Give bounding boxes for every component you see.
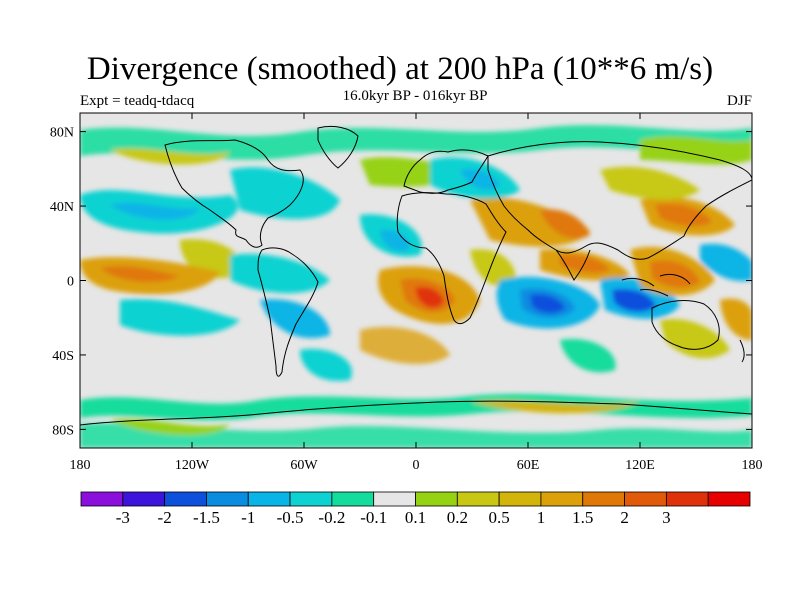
latitude-axis-labels: 80N 40N 0 40S 80S [50,126,74,439]
colorbar-swatch-6 [331,491,375,507]
colorbar-label-7: 0.1 [405,508,426,527]
colorbar-swatch-8 [415,491,458,507]
experiment-label: Expt = teadq-tdacq [80,93,195,109]
lon-label-2: 60W [290,458,318,473]
lon-label-3: 0 [413,458,420,473]
colorbar-label-10: 1 [537,508,546,527]
map-panel [79,112,753,449]
colorbar-label-0: -3 [116,508,130,527]
colorbar-label-3: -1 [241,508,255,527]
colorbar-label-6: -0.1 [360,508,387,527]
colorbar-swatch-7 [373,491,416,507]
colorbar-swatch-14 [665,491,709,507]
colorbar-label-9: 0.5 [489,508,510,527]
colorbar-label-1: -2 [158,508,172,527]
colorbar-swatch-11 [540,491,584,507]
colorbar-swatch-5 [289,491,333,507]
colorbar-label-4: -0.5 [277,508,304,527]
colorbar-swatch-15 [707,491,751,507]
lat-label-3: 40S [52,349,74,364]
lat-label-1: 40N [50,200,74,215]
colorbar-swatch-10 [498,491,542,507]
lat-label-4: 80S [52,423,74,438]
colorbar-label-11: 1.5 [572,508,593,527]
colorbar-label-13: 3 [662,508,671,527]
lon-label-6: 180 [742,458,763,473]
longitude-axis-labels: 180 120W 60W 0 60E 120E 180 [70,458,763,473]
colorbar-label-12: 2 [620,508,629,527]
colorbar-swatch-12 [582,491,625,507]
divergence-field [80,125,752,448]
lon-label-0: 180 [70,458,91,473]
plot-subtitle: 16.0kyr BP - 016kyr BP [342,88,488,104]
coastlines [80,125,752,426]
colorbar: -3 -2 -1.5 -1 -0.5 -0.2 -0.1 0.1 0.2 0.5 1 1.5 2 3 [80,491,751,527]
colorbar-swatch-0 [80,491,124,507]
lon-label-5: 120E [625,458,655,473]
lon-label-4: 60E [517,458,540,473]
colorbar-swatch-4 [247,491,291,507]
colorbar-label-5: -0.2 [318,508,345,527]
colorbar-label-2: -1.5 [193,508,220,527]
lat-label-2: 0 [67,275,74,290]
colorbar-swatch-2 [164,491,207,507]
plot-title: Divergence (smoothed) at 200 hPa (10**6 … [86,51,714,87]
lat-label-0: 80N [50,126,74,141]
colorbar-swatch-13 [624,491,667,507]
colorbar-swatch-1 [122,491,166,507]
axis-ticks [79,113,753,448]
colorbar-swatch-9 [456,491,500,507]
colorbar-swatch-3 [206,491,249,507]
season-label: DJF [726,93,752,109]
colorbar-label-8: 0.2 [447,508,468,527]
lon-label-1: 120W [175,458,210,473]
